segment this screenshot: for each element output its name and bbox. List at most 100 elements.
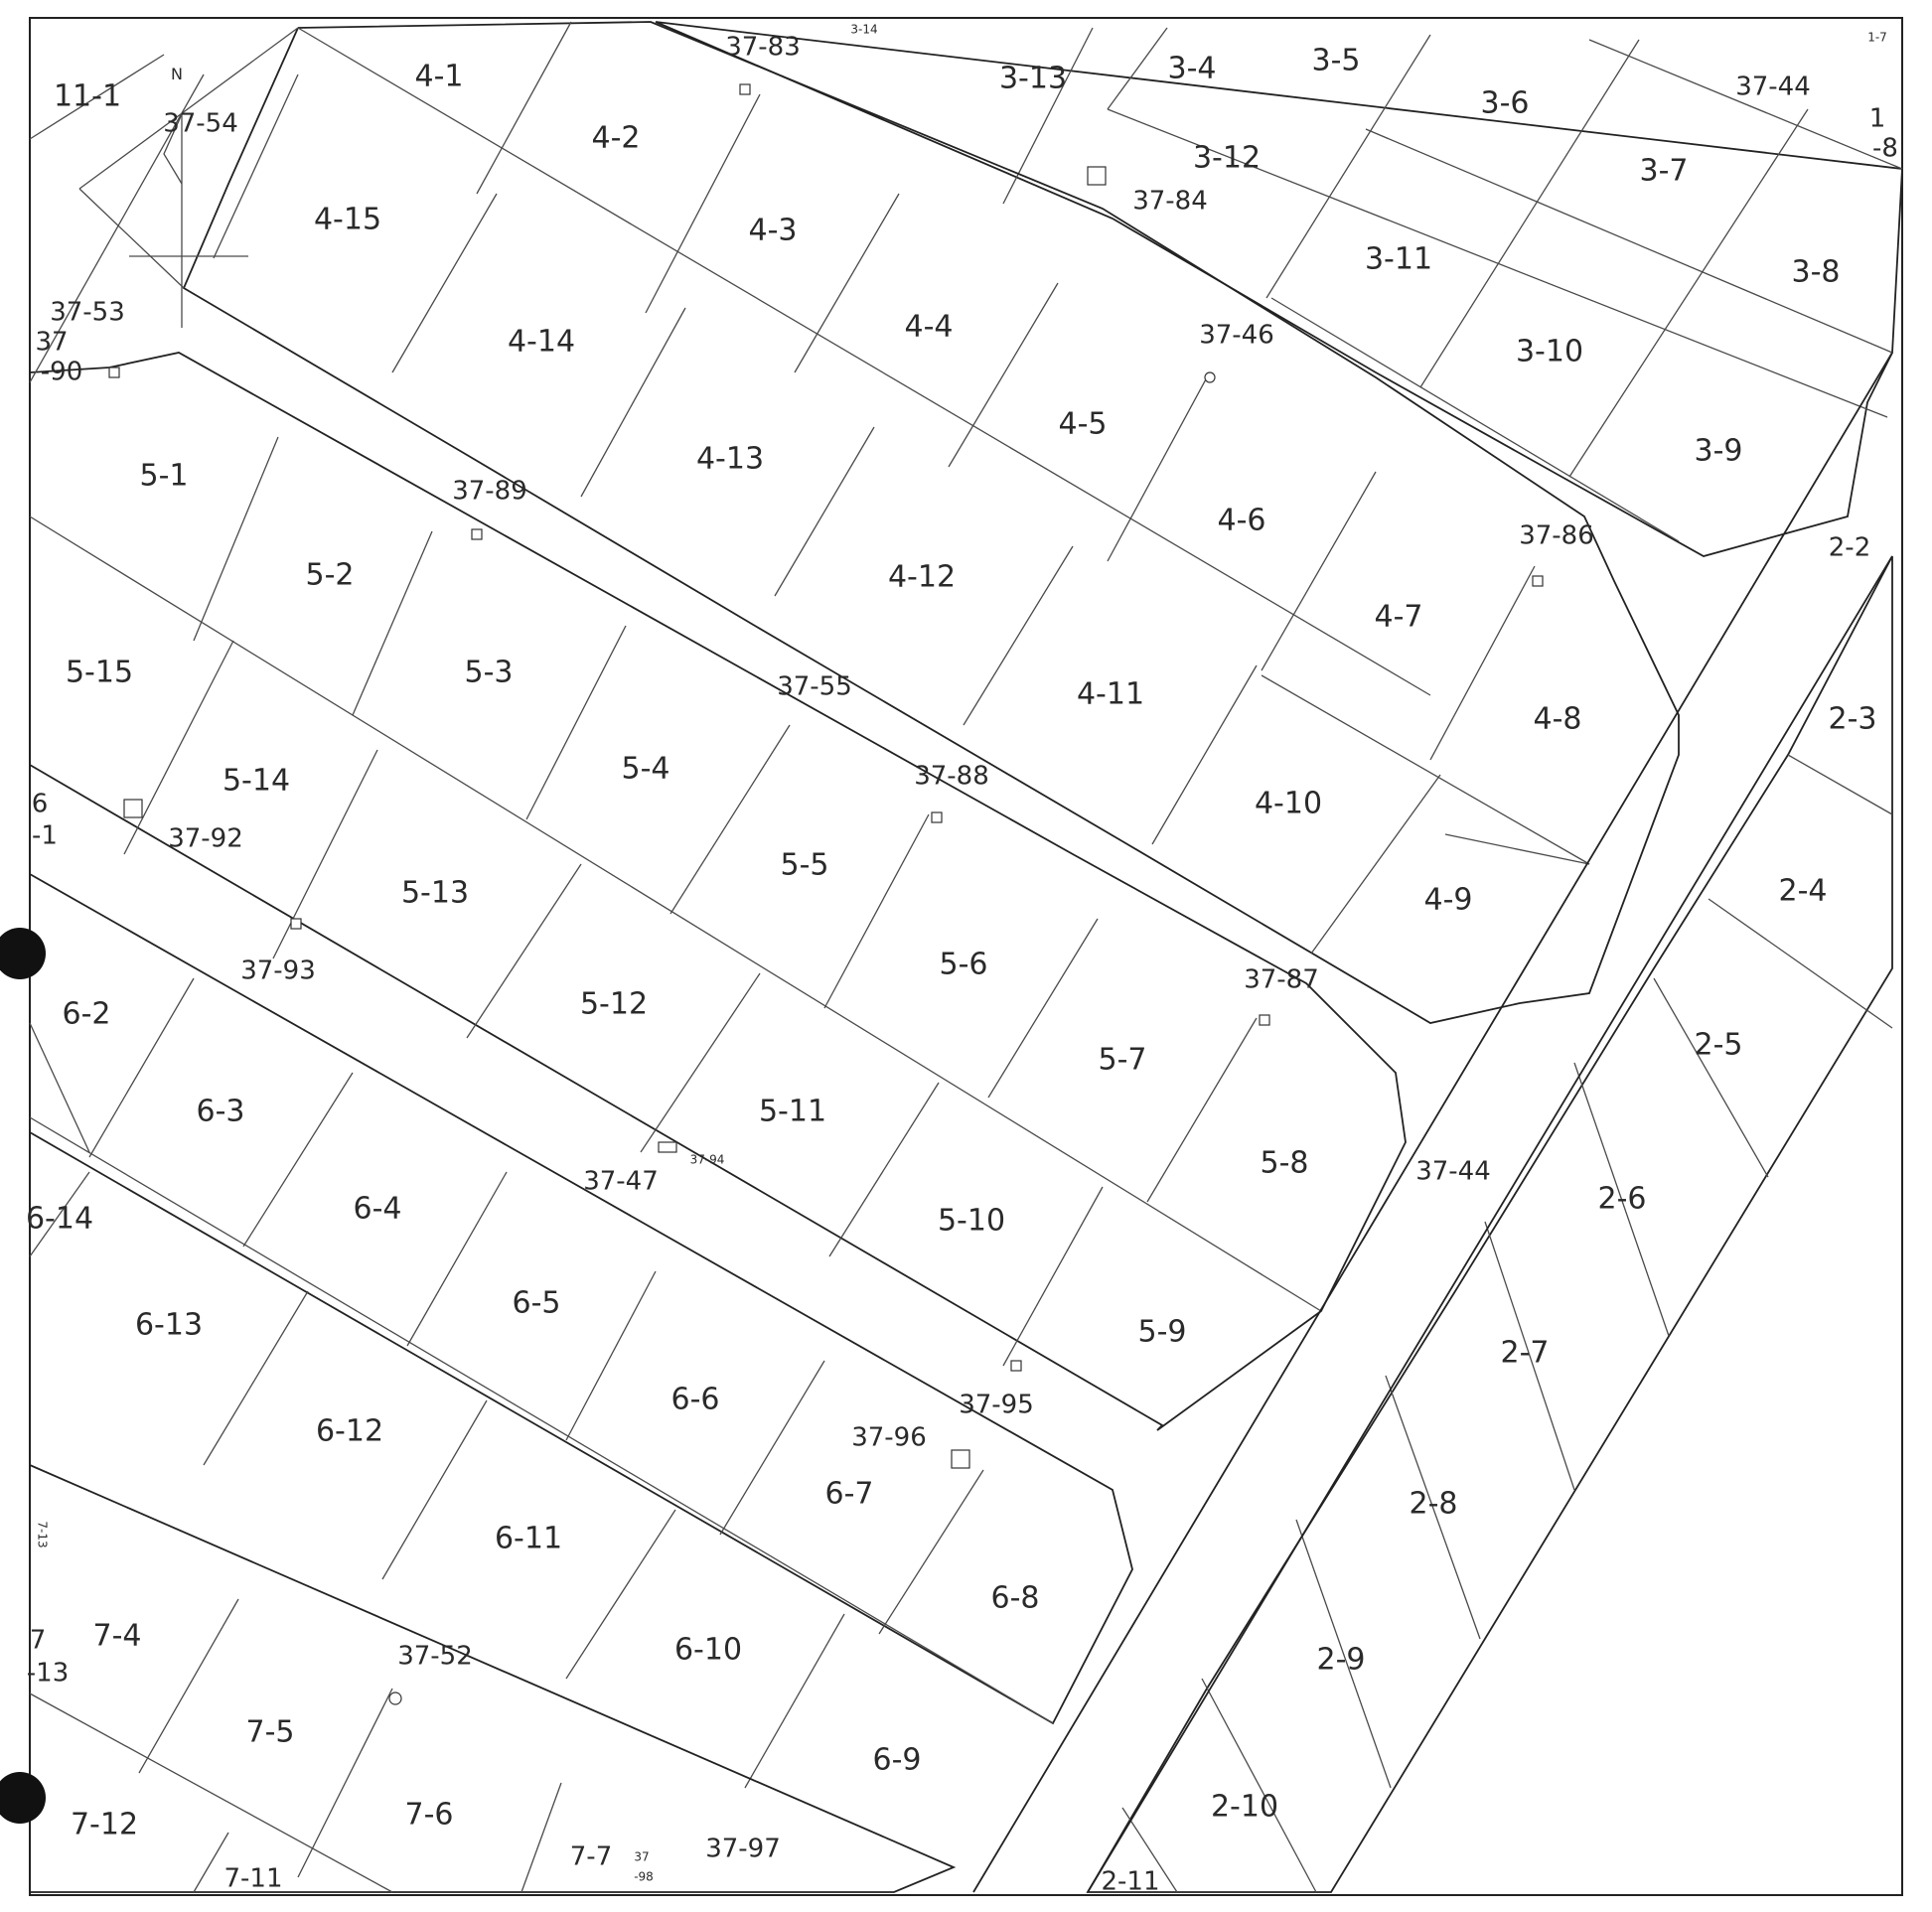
parcel-label: 4-12 (888, 560, 956, 595)
block-4-outline (182, 21, 1680, 1024)
parcel-label: 3-10 (1516, 335, 1583, 369)
parcel-boundary (1419, 39, 1640, 388)
parcel-boundary (352, 530, 433, 716)
parcel-label: 37 (634, 1850, 649, 1864)
block-5-outline (29, 352, 1407, 1431)
parcel-label: 2-9 (1317, 1643, 1366, 1678)
parcel-label: 5-11 (759, 1095, 826, 1129)
parcel-boundary (123, 640, 234, 855)
parcel-label: 37-53 (50, 298, 125, 328)
parcel-label: 4-10 (1255, 787, 1322, 821)
parcel-boundary (948, 282, 1059, 468)
parcel-label: 7-7 (570, 1842, 612, 1872)
parcel-boundary (466, 863, 582, 1039)
parcel-boundary (29, 515, 1322, 1312)
parcel-label: 37-84 (1132, 187, 1208, 217)
parcel-label: 6-6 (671, 1383, 720, 1417)
north-arrow-head (163, 113, 183, 185)
parcel-label: 37-89 (452, 477, 527, 507)
parcel-label: 37 (35, 328, 68, 358)
parcel-label: 7-5 (246, 1715, 295, 1750)
parcel-label: 7-12 (71, 1808, 138, 1842)
parcel-label: 37-44 (1735, 73, 1811, 102)
parcel-label: 4-4 (905, 310, 954, 345)
parcel-boundary (1265, 34, 1431, 299)
parcel-label: 3-4 (1168, 52, 1217, 86)
parcel-label: 6-14 (26, 1202, 93, 1237)
parcel-boundary (1146, 1017, 1258, 1203)
parcel-boundary (138, 1598, 239, 1774)
parcel-label: 5-8 (1261, 1146, 1309, 1181)
boundary-markers (108, 83, 1544, 1705)
boundary-marker (1010, 1360, 1022, 1372)
parcel-label: 4-1 (415, 60, 464, 94)
parcel-label: 1-7 (1867, 31, 1887, 45)
parcel-label: -90 (41, 358, 82, 387)
parcel-label: 37-97 (705, 1835, 781, 1864)
parcel-label: 37-83 (725, 33, 801, 63)
parcel-boundary (1107, 376, 1208, 562)
parcel-label: 37-44 (1415, 1157, 1491, 1187)
boundary-marker (1532, 575, 1544, 587)
parcel-boundary (78, 188, 185, 289)
parcel-label: 11-1 (54, 79, 121, 114)
parcel-boundary (1429, 565, 1536, 761)
parcel-label: 37-55 (777, 672, 852, 702)
parcel-boundary (1708, 898, 1893, 1029)
parcel-boundary (1444, 833, 1590, 865)
parcel-label: 2-7 (1501, 1336, 1550, 1371)
parcel-label: 37-96 (851, 1423, 927, 1453)
parcel-boundary (963, 545, 1074, 726)
parcel-boundary (29, 1171, 90, 1257)
parcel-label: 4-6 (1218, 504, 1266, 538)
parcel-label: 2-11 (1101, 1867, 1159, 1897)
parcel-boundary (1787, 754, 1893, 815)
block-6-outline (29, 873, 1133, 1725)
parcel-boundary (242, 1072, 354, 1248)
parcel-label: 4-15 (314, 203, 381, 237)
parcel-boundary (1121, 1807, 1178, 1893)
parcel-label: 4-3 (749, 214, 798, 248)
parcel-boundary (29, 1116, 1054, 1724)
parcel-boundary (29, 1022, 90, 1153)
parcel-boundary (29, 74, 205, 383)
parcel-label: 37-52 (397, 1642, 473, 1672)
parcel-label: 6-8 (991, 1581, 1040, 1616)
parcel-boundary (580, 307, 686, 498)
parcel-boundary (640, 972, 761, 1153)
parcel-boundary (1107, 27, 1168, 110)
parcel-boundary (565, 1270, 657, 1441)
parcel-boundary (1107, 108, 1888, 418)
parcel-label: 7-13 (36, 1521, 50, 1547)
parcel-label: 37-46 (1199, 321, 1274, 351)
boundary-marker (1204, 371, 1216, 383)
parcel-boundary (828, 1082, 940, 1257)
parcel-label: 37-88 (914, 762, 989, 792)
parcel-label: 5-1 (140, 459, 189, 494)
parcel-label: 4-2 (592, 121, 641, 156)
binder-hole (0, 928, 46, 979)
boundary-marker (471, 528, 483, 540)
parcel-label: 6-13 (135, 1308, 203, 1343)
parcel-label: 3-11 (1365, 242, 1432, 277)
parcel-label: 6-4 (354, 1192, 402, 1227)
parcel-label: 6-3 (197, 1095, 245, 1129)
parcel-label: 5-6 (940, 948, 988, 982)
parcel-label: 4-11 (1077, 677, 1144, 712)
parcel-label: -1 (32, 821, 58, 851)
parcel-boundary (1568, 108, 1809, 478)
parcel-label: 3-6 (1481, 86, 1530, 121)
parcel-boundary (1261, 674, 1590, 865)
parcel-boundary (794, 193, 900, 373)
parcel-label: 6-11 (495, 1522, 562, 1556)
parcel-label: 37-92 (168, 824, 243, 854)
parcel-boundary (297, 1688, 393, 1878)
parcel-label: 6-10 (674, 1633, 742, 1668)
road-edge (1588, 39, 1903, 170)
block-7-outline (29, 1464, 957, 1893)
parcel-label: 5-14 (223, 764, 290, 799)
parcel-label: 5-4 (622, 752, 670, 787)
parcel-boundary (1385, 1375, 1481, 1640)
parcel-label: 37-87 (1244, 965, 1319, 995)
parcel-label: 5-2 (306, 558, 355, 593)
